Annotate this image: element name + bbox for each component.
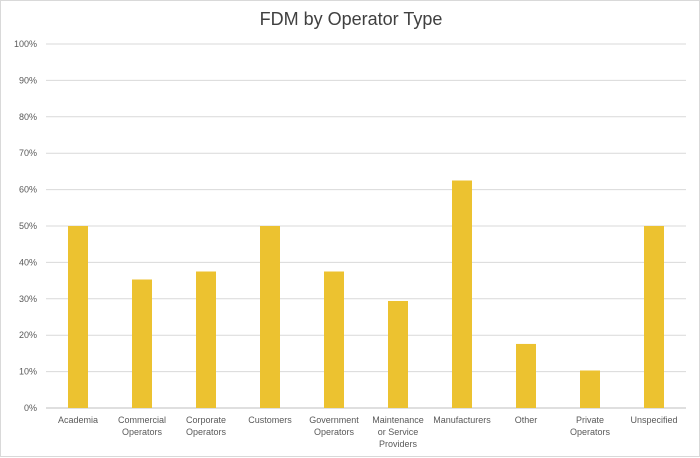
bar <box>644 226 664 408</box>
bar <box>68 226 88 408</box>
x-tick-label-line: Corporate <box>186 415 226 425</box>
x-tick-label-line: Government <box>309 415 359 425</box>
bar-layer <box>68 180 664 408</box>
x-tick-label-line: Operators <box>186 427 227 437</box>
bar <box>452 180 472 408</box>
x-tick-label: Government Operators <box>309 415 359 437</box>
y-tick-label: 20% <box>19 330 37 340</box>
y-axis-ticks: 0% 10% 20% 30% 40% 50% 60% 70% 80% 90% 100% <box>14 39 37 413</box>
x-tick-label: Corporate Operators <box>186 415 227 437</box>
x-tick-label: Academia <box>58 415 98 425</box>
y-tick-label: 70% <box>19 148 37 158</box>
x-tick-label-line: Maintenance <box>372 415 424 425</box>
x-axis-ticks: Academia Commercial Operators Corporate Oper… <box>58 415 678 449</box>
x-tick-label-line: Operators <box>122 427 163 437</box>
bar <box>516 343 536 408</box>
bar <box>324 271 344 408</box>
x-tick-label-line: Customers <box>248 415 292 425</box>
chart-title: FDM by Operator Type <box>259 9 443 29</box>
x-tick-label-line: Providers <box>379 439 418 449</box>
x-tick-label-line: Academia <box>58 415 98 425</box>
x-tick-label-line: Commercial <box>118 415 166 425</box>
y-tick-label: 0% <box>24 403 37 413</box>
bar <box>196 271 216 408</box>
y-tick-label: 100% <box>14 39 37 49</box>
x-tick-label: Manufacturers <box>433 415 491 425</box>
x-tick-label-line: Unspecified <box>630 415 677 425</box>
grid-layer <box>46 43 686 409</box>
x-tick-label: Unspecified <box>630 415 677 425</box>
y-tick-label: 30% <box>19 294 37 304</box>
x-tick-label-line: Other <box>515 415 538 425</box>
x-tick-label-line: Manufacturers <box>433 415 491 425</box>
bar <box>132 279 152 408</box>
y-tick-label: 60% <box>19 185 37 195</box>
x-tick-label-line: Operators <box>570 427 611 437</box>
x-tick-label: Commercial Operators <box>118 415 166 437</box>
x-tick-label: Maintenance or Service Providers <box>372 415 424 449</box>
y-tick-label: 50% <box>19 221 37 231</box>
bar <box>580 370 600 408</box>
x-tick-label: Customers <box>248 415 292 425</box>
x-tick-label: Private Operators <box>570 415 611 437</box>
x-tick-label-line: Operators <box>314 427 355 437</box>
y-tick-label: 90% <box>19 75 37 85</box>
y-tick-label: 40% <box>19 257 37 267</box>
x-tick-label: Other <box>515 415 538 425</box>
bar <box>260 226 280 408</box>
x-tick-label-line: Private <box>576 415 604 425</box>
bar <box>388 300 408 408</box>
x-tick-label-line: or Service <box>378 427 419 437</box>
y-tick-label: 80% <box>19 112 37 122</box>
y-tick-label: 10% <box>19 367 37 377</box>
